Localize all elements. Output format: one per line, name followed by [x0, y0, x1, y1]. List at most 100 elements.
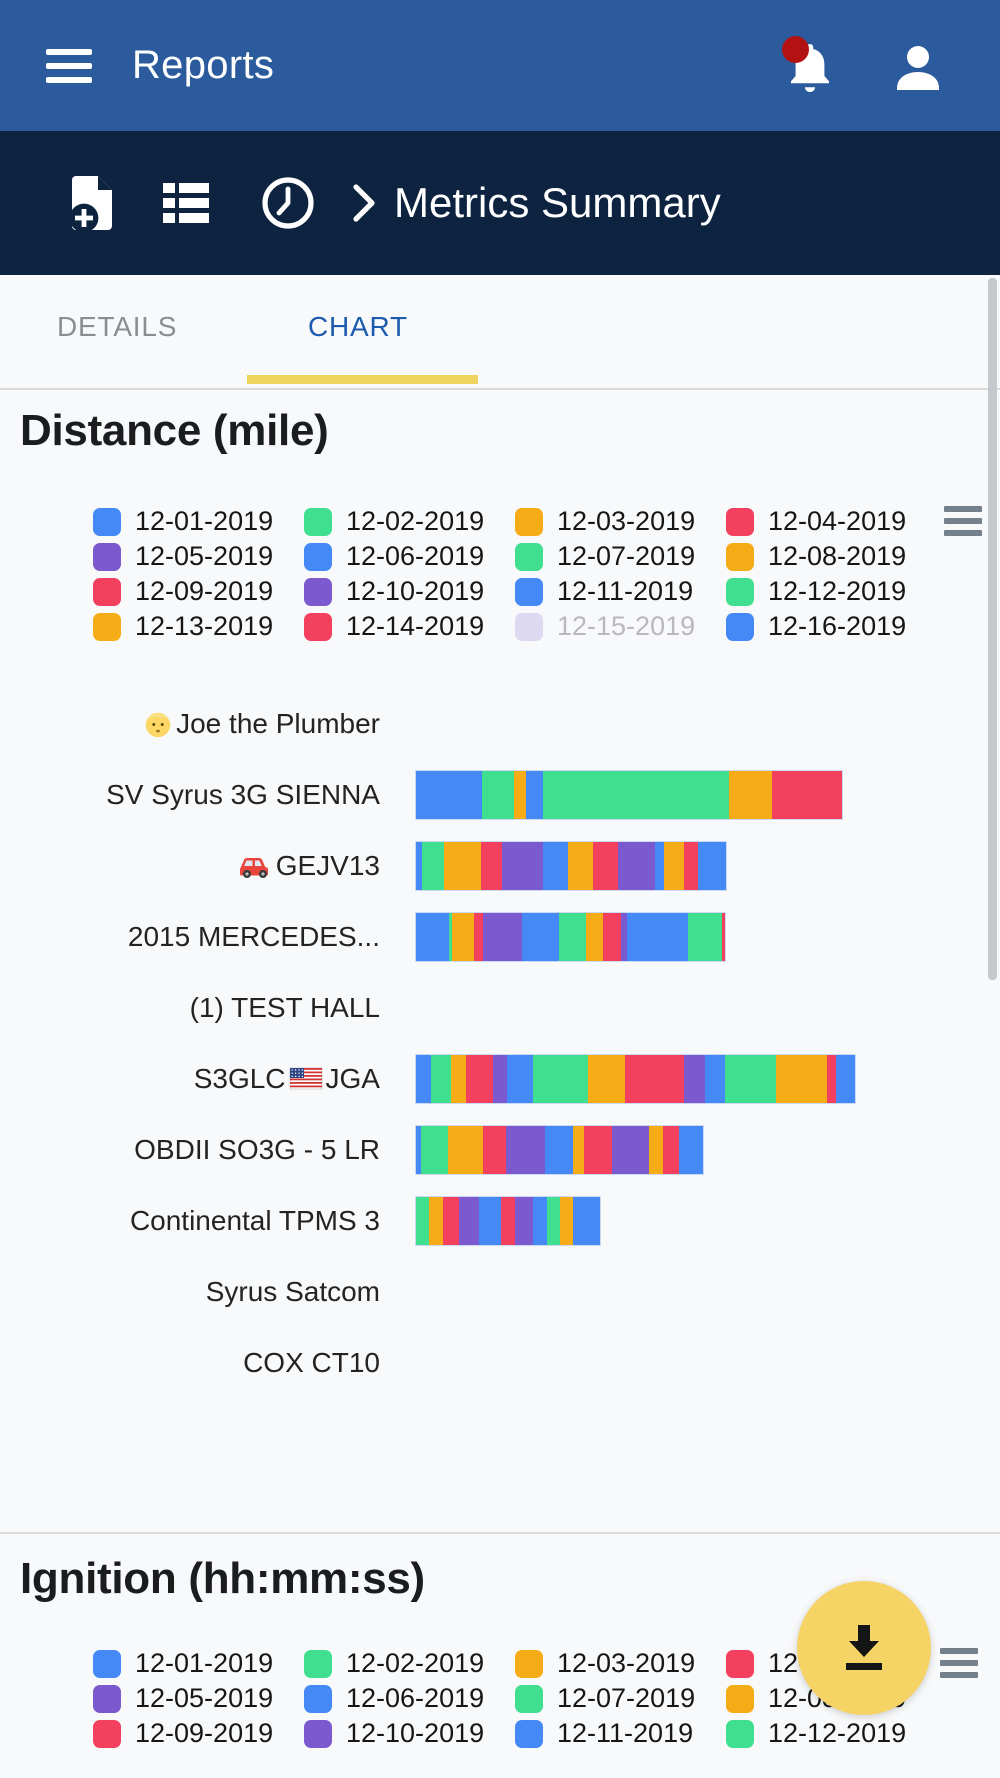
legend-item[interactable]: 12-05-2019 — [93, 541, 273, 572]
bar-segment[interactable] — [431, 1055, 451, 1103]
bar-segment[interactable] — [827, 1055, 836, 1103]
legend-item[interactable]: 12-08-2019 — [726, 541, 906, 572]
legend-item[interactable]: 12-02-2019 — [304, 506, 484, 537]
legend-item[interactable]: 12-11-2019 — [515, 576, 693, 607]
bar-segment[interactable] — [483, 913, 522, 961]
bar-segment[interactable] — [573, 1197, 600, 1245]
bar-segment[interactable] — [649, 1126, 663, 1174]
bar-segment[interactable] — [533, 1055, 588, 1103]
legend-item[interactable]: 12-12-2019 — [726, 1718, 906, 1749]
bar-segment[interactable] — [722, 913, 725, 961]
bar-segment[interactable] — [684, 842, 698, 890]
bar-segment[interactable] — [663, 1126, 679, 1174]
bar-segment[interactable] — [507, 1055, 533, 1103]
bar-segment[interactable] — [584, 1126, 612, 1174]
download-fab[interactable] — [797, 1581, 931, 1715]
legend-item[interactable]: 12-01-2019 — [93, 1648, 273, 1679]
bar-segment[interactable] — [543, 842, 568, 890]
legend-item[interactable]: 12-15-2019 — [515, 611, 695, 642]
legend-item[interactable]: 12-01-2019 — [93, 506, 273, 537]
bar-segment[interactable] — [593, 842, 618, 890]
bar-segment[interactable] — [684, 1055, 705, 1103]
bar-segment[interactable] — [526, 771, 543, 819]
bar-segment[interactable] — [573, 1126, 584, 1174]
bar-segment[interactable] — [481, 842, 502, 890]
bar-segment[interactable] — [725, 1055, 776, 1103]
legend-item[interactable]: 12-07-2019 — [515, 541, 695, 572]
bar-segment[interactable] — [627, 913, 688, 961]
legend-item[interactable]: 12-12-2019 — [726, 576, 906, 607]
bar-segment[interactable] — [483, 1126, 506, 1174]
stacked-bar[interactable] — [415, 1125, 704, 1175]
tab-chart[interactable]: CHART — [308, 311, 408, 342]
history-button[interactable] — [252, 167, 324, 239]
bar-segment[interactable] — [448, 1126, 483, 1174]
bar-segment[interactable] — [688, 913, 722, 961]
bar-segment[interactable] — [545, 1126, 573, 1174]
tab-details[interactable]: DETAILS — [57, 311, 178, 342]
report-list-button[interactable] — [150, 167, 222, 239]
bar-segment[interactable] — [618, 842, 655, 890]
bar-segment[interactable] — [479, 1197, 501, 1245]
bar-segment[interactable] — [459, 1197, 479, 1245]
bar-segment[interactable] — [729, 771, 772, 819]
bar-segment[interactable] — [533, 1197, 547, 1245]
legend-item[interactable]: 12-14-2019 — [304, 611, 484, 642]
bar-segment[interactable] — [514, 771, 526, 819]
bar-segment[interactable] — [416, 1126, 421, 1174]
bar-segment[interactable] — [664, 842, 684, 890]
bar-segment[interactable] — [836, 1055, 855, 1103]
legend-item[interactable]: 12-10-2019 — [304, 1718, 484, 1749]
bar-segment[interactable] — [543, 771, 729, 819]
bar-segment[interactable] — [474, 913, 483, 961]
bar-segment[interactable] — [547, 1197, 560, 1245]
bar-segment[interactable] — [655, 842, 664, 890]
account-button[interactable] — [882, 30, 954, 102]
bar-segment[interactable] — [586, 913, 603, 961]
stacked-bar[interactable] — [415, 770, 843, 820]
bar-segment[interactable] — [506, 1126, 545, 1174]
bar-segment[interactable] — [588, 1055, 625, 1103]
legend-item[interactable]: 12-13-2019 — [93, 611, 273, 642]
legend-item[interactable]: 12-16-2019 — [726, 611, 906, 642]
bar-segment[interactable] — [705, 1055, 725, 1103]
bar-segment[interactable] — [603, 913, 621, 961]
bar-segment[interactable] — [560, 1197, 573, 1245]
legend-item[interactable]: 12-09-2019 — [93, 1718, 273, 1749]
bar-segment[interactable] — [444, 842, 481, 890]
bar-segment[interactable] — [776, 1055, 827, 1103]
bar-segment[interactable] — [482, 771, 514, 819]
bar-segment[interactable] — [422, 842, 444, 890]
bar-segment[interactable] — [501, 1197, 515, 1245]
stacked-bar[interactable] — [415, 1196, 601, 1246]
bar-segment[interactable] — [416, 1055, 431, 1103]
bar-segment[interactable] — [421, 1126, 448, 1174]
chart-context-menu-icon[interactable] — [944, 506, 982, 542]
stacked-bar[interactable] — [415, 912, 726, 962]
bar-segment[interactable] — [451, 1055, 466, 1103]
legend-item[interactable]: 12-10-2019 — [304, 576, 484, 607]
bar-segment[interactable] — [429, 1197, 443, 1245]
bar-segment[interactable] — [568, 842, 593, 890]
stacked-bar[interactable] — [415, 1054, 856, 1104]
bar-segment[interactable] — [698, 842, 726, 890]
legend-item[interactable]: 12-11-2019 — [515, 1718, 693, 1749]
chart-context-menu-icon[interactable] — [940, 1648, 978, 1684]
bar-segment[interactable] — [416, 842, 422, 890]
bar-segment[interactable] — [502, 842, 543, 890]
legend-item[interactable]: 12-05-2019 — [93, 1683, 273, 1714]
bar-segment[interactable] — [612, 1126, 649, 1174]
bar-segment[interactable] — [621, 913, 627, 961]
bar-segment[interactable] — [559, 913, 586, 961]
stacked-bar[interactable] — [415, 841, 727, 891]
legend-item[interactable]: 12-06-2019 — [304, 541, 484, 572]
bar-segment[interactable] — [449, 913, 452, 961]
legend-item[interactable]: 12-02-2019 — [304, 1648, 484, 1679]
new-report-button[interactable] — [56, 167, 128, 239]
menu-icon[interactable] — [46, 48, 92, 83]
bar-segment[interactable] — [466, 1055, 493, 1103]
bar-segment[interactable] — [772, 771, 842, 819]
bar-segment[interactable] — [522, 913, 559, 961]
notifications-button[interactable] — [774, 30, 846, 102]
scrollbar[interactable] — [988, 278, 997, 980]
